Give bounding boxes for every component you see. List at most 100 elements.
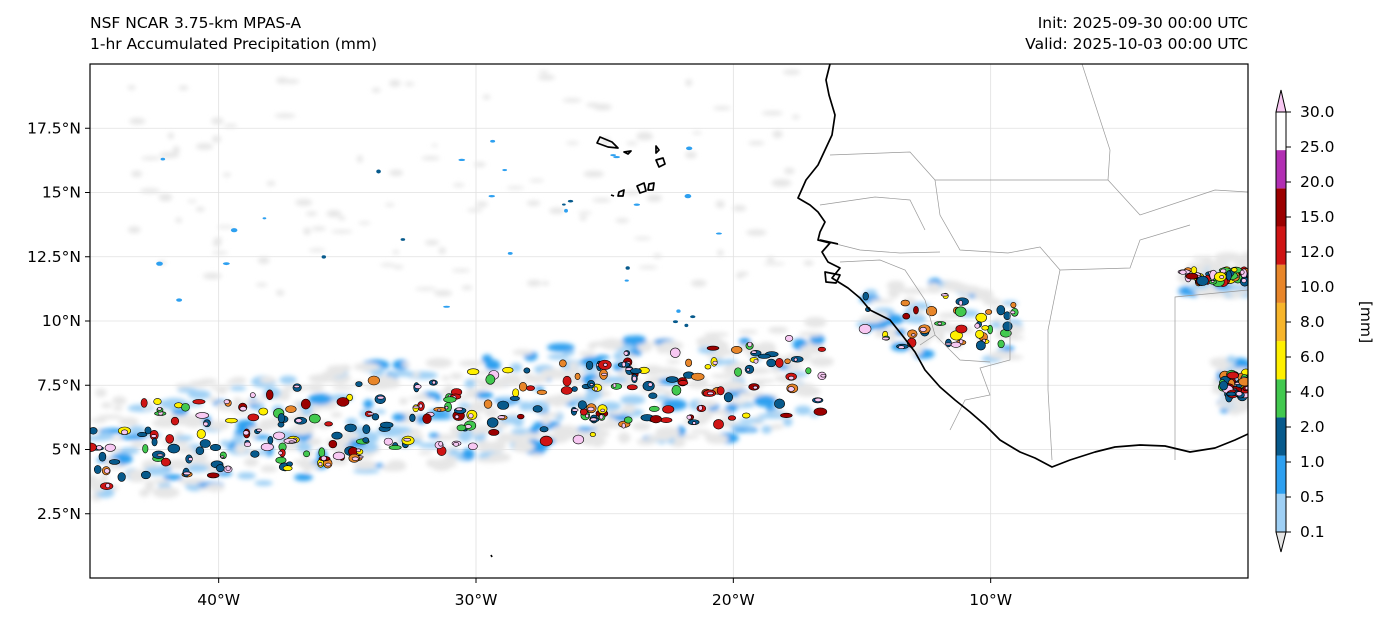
precip-envelope (530, 452, 543, 458)
precip-envelope (445, 449, 461, 456)
light-precip-patch (414, 287, 437, 291)
precip-envelope (907, 314, 927, 324)
convective-cell (267, 435, 274, 445)
convective-cell (141, 470, 151, 480)
intense-core (403, 438, 411, 442)
precip-envelope (666, 359, 681, 364)
convective-cell (196, 429, 206, 439)
light-precip-patch (424, 239, 440, 246)
convective-cell (250, 450, 260, 458)
intense-core (623, 351, 629, 356)
convective-cell (258, 407, 269, 416)
intense-core (444, 405, 449, 410)
light-precip-patch (380, 263, 396, 267)
intense-core (242, 430, 250, 436)
intense-core (593, 386, 598, 392)
precip-envelope (306, 383, 325, 392)
precip-envelope (392, 359, 410, 371)
convective-cell (355, 381, 363, 387)
convective-cell (589, 432, 596, 437)
precip-envelope (886, 280, 905, 291)
precip-envelope (259, 376, 276, 384)
convective-cell (303, 450, 311, 458)
precip-envelope (299, 462, 320, 470)
precip-envelope (363, 399, 374, 409)
isolated-shower (507, 252, 513, 255)
precip-envelope (177, 446, 195, 454)
precip-envelope (353, 459, 376, 470)
convective-cell (955, 324, 968, 334)
convective-cell (975, 340, 986, 351)
intense-core (1210, 280, 1215, 283)
precip-envelope (721, 380, 746, 391)
intense-core (940, 293, 949, 297)
convective-cell (328, 439, 338, 449)
intense-core (787, 386, 795, 392)
convective-cell (336, 397, 350, 407)
isolated-shower (156, 261, 163, 266)
precip-envelope (307, 437, 322, 447)
convective-cell (104, 443, 116, 452)
isolated-shower (400, 238, 406, 241)
convective-cell (485, 374, 496, 385)
intense-core (103, 468, 110, 474)
precip-envelope (222, 405, 239, 412)
country-borders (819, 64, 1248, 461)
light-precip-patch (771, 178, 792, 187)
precip-envelope (380, 377, 400, 389)
intense-core (414, 384, 422, 389)
convective-cell (324, 421, 333, 427)
map-area[interactable] (84, 64, 1261, 578)
intense-core (412, 405, 420, 409)
precip-envelope (458, 360, 484, 367)
lat-tick-label: 12.5°N (27, 248, 81, 266)
intense-core (793, 357, 798, 362)
isolated-shower (458, 158, 466, 162)
light-precip-patch (392, 250, 400, 255)
precip-envelope (279, 375, 297, 385)
convective-cell (1231, 267, 1238, 273)
intense-core (692, 421, 697, 425)
convective-cell (713, 419, 724, 430)
convective-cell (483, 399, 493, 409)
convective-cell (913, 305, 919, 315)
precip-envelope (512, 349, 533, 356)
precip-envelope (547, 343, 575, 352)
precip-envelope (1196, 261, 1217, 267)
convective-cell (539, 435, 553, 447)
light-precip-patch (715, 200, 725, 209)
light-precip-patch (624, 191, 640, 195)
precip-envelope (428, 432, 440, 439)
lon-tick-label: 40°W (197, 591, 240, 609)
precip-envelope (152, 478, 169, 484)
isolated-shower (686, 146, 693, 151)
intense-core (698, 405, 703, 411)
convective-cell (1226, 371, 1239, 380)
light-precip-patch (685, 151, 697, 159)
light-precip-patch (735, 272, 744, 279)
light-precip-patch (529, 178, 545, 183)
precip-envelope (738, 418, 766, 423)
precip-envelope (1194, 288, 1218, 296)
intense-core (376, 395, 385, 400)
precip-envelope (1233, 257, 1246, 266)
convective-cell (362, 437, 369, 443)
isolated-shower (490, 139, 496, 143)
convective-cell (117, 472, 126, 482)
convective-cell (975, 312, 987, 323)
intense-core (814, 397, 822, 402)
precip-envelope (100, 472, 109, 484)
precip-envelope (738, 329, 758, 335)
intense-core (589, 383, 594, 386)
intense-core (911, 333, 916, 337)
precip-envelope (95, 388, 107, 398)
light-precip-patch (803, 260, 814, 266)
light-precip-patch (636, 133, 654, 141)
colorbar-tick-label: 25.0 (1300, 138, 1335, 156)
convective-cell (195, 412, 210, 419)
convective-cell (181, 403, 190, 412)
intense-core (712, 360, 718, 365)
convective-cell (308, 413, 321, 424)
convective-cell (502, 366, 514, 374)
light-precip-patch (389, 169, 403, 177)
